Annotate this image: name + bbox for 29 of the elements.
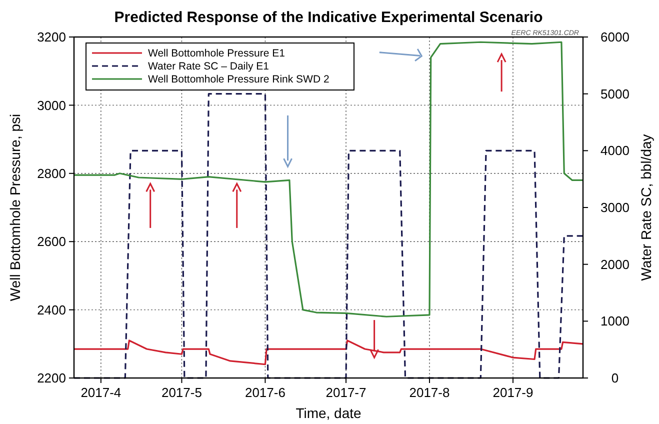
y2-tick-label: 5000 [600, 86, 630, 102]
chart-title: Predicted Response of the Indicative Experimental Scenario [114, 9, 543, 26]
x-tick-label: 2017-6 [244, 385, 286, 400]
x-tick-label: 2017-8 [409, 385, 450, 400]
y2-tick-label: 2000 [600, 256, 630, 272]
legend-label: Well Bottomhole Pressure E1 [148, 48, 286, 60]
y-tick-label: 2800 [37, 166, 66, 181]
y2-tick-label: 0 [611, 370, 619, 386]
legend-label: Water Rate SC – Daily E1 [148, 60, 270, 73]
x-tick-label: 2017-9 [492, 385, 534, 400]
line-series [73, 93, 584, 379]
x-tick-label: 2017-7 [326, 385, 366, 400]
y2-tick-label: 6000 [600, 30, 630, 45]
x-axis-title: Time, date [296, 405, 362, 421]
legend-label: Well Bottomhole Pressure Rink SWD 2 [148, 74, 330, 86]
y-tick-label: 2200 [37, 370, 66, 386]
y-tick-label: 2400 [37, 302, 66, 318]
x-tick-label: 2017-5 [161, 385, 202, 400]
y-tick-label: 3200 [37, 30, 66, 45]
y-tick-label: 2600 [37, 234, 66, 250]
line-series [73, 41, 584, 318]
y2-axis-title: Water Rate SC, bbl/day [638, 134, 654, 281]
line-series [73, 340, 584, 366]
y2-tick-label: 1000 [600, 314, 630, 329]
y-axis-title: Well Bottomhole Pressure, psi [7, 114, 23, 302]
y2-tick-label: 3000 [600, 200, 630, 216]
y2-tick-label: 4000 [600, 143, 630, 158]
x-tick-label: 2017-4 [80, 385, 122, 400]
y-tick-label: 3000 [37, 98, 66, 113]
